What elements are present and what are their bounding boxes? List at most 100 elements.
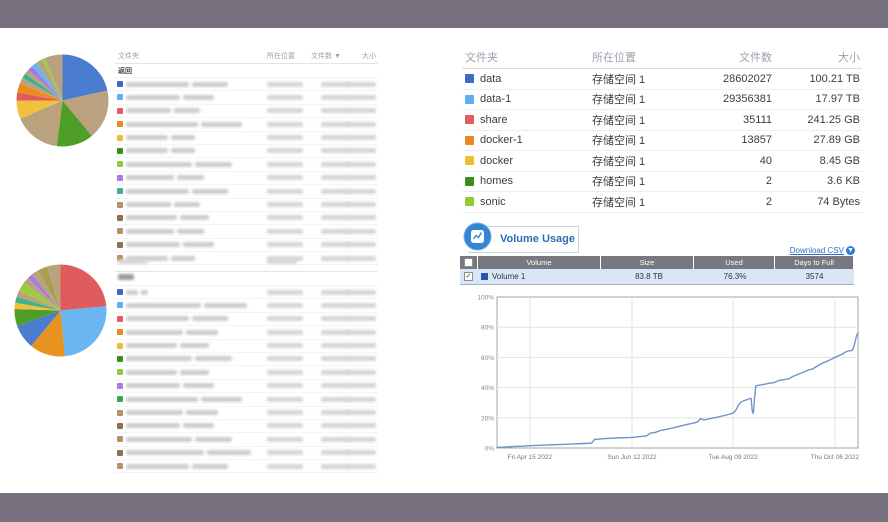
x-axis-tick-label: Sun Jun 12 2022 [607,454,657,461]
volume-row[interactable]: ✓ Volume 1 83.8 TB 76.3% 3574 [460,269,854,285]
column-header-count[interactable]: 文件数 [739,52,772,64]
blurred-folder-name [171,148,195,154]
blurred-folder-row[interactable] [115,91,378,105]
folder-color-swatch [117,147,123,154]
blurred-folder-name [195,436,232,442]
folder-row[interactable]: data 存储空间 1 28602027 100.21 TB [462,69,862,90]
blurred-folder-name [186,329,218,335]
back-link-row[interactable]: 返回 [115,64,378,78]
blurred-folder-row[interactable] [115,225,378,239]
blurred-count [321,302,349,308]
blurred-folder-row[interactable] [115,286,378,300]
volume-usage-line-chart: Fri Apr 15 2022 Sun Jun 12 2022 Tue Aug 09… [477,295,859,462]
blurred-folder-row[interactable] [115,420,378,434]
folder-color-swatch [465,156,474,166]
blurred-location [267,356,303,362]
blurred-folder-row[interactable] [115,433,378,447]
blurred-folder-row[interactable] [115,252,378,266]
blurred-location [267,135,303,141]
y-axis-tick-label: 60% [481,355,494,362]
blurred-folder-name [201,396,242,402]
blurred-folder-row[interactable] [115,380,378,394]
blurred-folder-row[interactable] [115,407,378,420]
column-header-location[interactable]: 所在位置 [592,52,636,64]
blurred-back-link[interactable] [118,274,134,280]
blurred-folder-row[interactable] [115,172,378,186]
back-link-row-blurred[interactable] [115,272,378,286]
blurred-location [267,423,303,429]
blurred-folder-name [126,202,171,208]
blurred-folder-row[interactable] [115,366,378,380]
folder-row[interactable]: docker 存储空间 1 40 8.45 GB [462,151,862,172]
folder-row[interactable]: docker-1 存储空间 1 13857 27.89 GB [462,131,862,151]
blurred-location [267,316,303,322]
blurred-folder-name [126,228,174,234]
blurred-folder-row[interactable] [115,118,378,132]
folder-row[interactable]: sonic 存储空间 1 2 74 Bytes [462,192,862,213]
volume-checkbox[interactable]: ✓ [464,272,473,281]
blurred-folder-row[interactable] [115,132,378,145]
folder-color-swatch [117,134,123,141]
download-csv-link[interactable]: Download CSV [789,246,844,255]
blurred-folder-row[interactable] [115,353,378,367]
blurred-folder-row[interactable] [115,340,378,353]
blurred-folder-name [183,94,214,100]
blurred-header-folder [118,259,148,264]
blurred-folder-row[interactable] [115,78,378,92]
folder-size: 17.97 TB [815,93,860,106]
blurred-folder-row[interactable] [115,393,378,407]
download-icon[interactable]: ▼ [846,246,855,256]
pie-slice [37,266,61,311]
blurred-folder-name [180,343,209,349]
blurred-folder-name [174,108,200,114]
blurred-folder-row[interactable] [115,158,378,172]
blurred-folder-row[interactable] [115,447,378,461]
blurred-folder-row[interactable] [115,212,378,226]
blurred-folder-row[interactable] [115,145,378,159]
folder-color-swatch [117,396,123,403]
blurred-folder-name [183,423,214,429]
column-header-location[interactable]: 所在位置 [267,53,295,60]
folder-name: homes [480,175,514,188]
column-header-size[interactable]: 大小 [838,52,860,64]
blurred-folder-name [192,463,228,469]
select-all-checkbox[interactable] [460,256,477,269]
folder-color-swatch [117,121,123,128]
blurred-location [267,383,303,389]
back-link[interactable]: 返回 [118,68,132,75]
folder-color-swatch [117,409,123,416]
blurred-folder-row[interactable] [115,313,378,327]
pie-slice [25,69,63,101]
volume-name: Volume 1 [492,272,526,281]
blurred-folder-row[interactable] [115,199,378,212]
column-header-count-sorted[interactable]: 文件数 ▼ [311,53,341,60]
blurred-count [321,329,349,335]
blurred-folder-row[interactable] [115,185,378,199]
column-header-folder[interactable]: 文件夹 [118,53,139,60]
blurred-location [267,436,303,442]
volume-table: Volume Size Used Days to Full ✓ Volume 1… [460,256,854,285]
blurred-folder-row[interactable] [115,105,378,119]
blurred-folder-row[interactable] [115,460,378,474]
column-header-size[interactable]: 大小 [362,53,376,60]
folder-location: 存储空间 1 [592,135,646,148]
folder-row[interactable]: share 存储空间 1 35111 241.25 GB [462,110,862,131]
blurred-folder-name [126,329,183,335]
blurred-size [346,188,376,194]
column-header-folder[interactable]: 文件夹 [465,52,498,64]
folder-location: 存储空间 1 [592,196,646,209]
folder-row[interactable]: data-1 存储空间 1 29356381 17.97 TB [462,90,862,110]
blurred-location [267,242,303,248]
blurred-folder-name [126,302,201,308]
blurred-folder-row[interactable] [115,299,378,313]
blurred-folder-row[interactable] [115,239,378,253]
blurred-size [346,108,376,114]
blurred-size [346,410,376,416]
blurred-size [346,148,376,154]
blurred-folder-name [126,316,189,322]
blurred-folder-row[interactable] [115,326,378,340]
blurred-count [321,148,349,154]
folder-name: data-1 [480,93,512,106]
folder-row[interactable]: homes 存储空间 1 2 3.6 KB [462,172,862,192]
